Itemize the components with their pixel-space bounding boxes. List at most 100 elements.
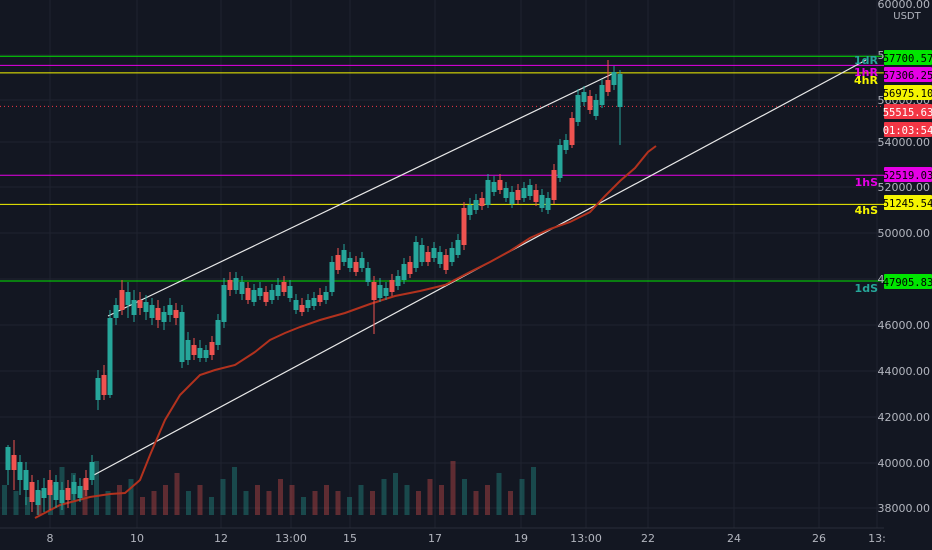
candle-body [605,80,611,92]
candle-body [137,300,143,308]
candle-body [29,482,35,502]
volume-bar [473,491,479,515]
candle-body [575,95,581,122]
candle-body [389,280,395,292]
candle-body [449,248,455,262]
candle-body [419,245,425,262]
candle-body [65,488,71,500]
volume-bar [289,485,295,515]
candle-body [47,480,53,495]
price-tag-text-1hS: 52519.03 [883,170,932,182]
candle-body [149,305,155,318]
candle-body [125,292,131,305]
candle-body [179,312,185,362]
volume-bar [186,491,191,515]
price-tag-text-1hR: 57306.25 [883,70,932,82]
countdown-text: 01:03:54 [883,125,932,137]
moving-average-line [34,145,657,519]
candle-body [131,300,137,315]
price-tag-text-1dR: 57700.57 [883,53,932,65]
candle-body [311,298,317,306]
x-tick-label: 26 [812,532,826,545]
x-tick-label: 19 [514,532,528,545]
candle-body [407,262,413,274]
volume-bar [163,485,168,515]
candle-body [461,208,467,245]
volume-bar [496,473,502,515]
volume-bar [128,479,134,515]
candle-body [341,250,347,262]
candle-body [269,290,275,300]
candle-body [35,490,41,505]
y-tick-label: 42000.00 [878,411,931,424]
volume-bar [324,485,329,515]
volume-bar [358,485,364,515]
countdown-tag [884,122,932,137]
volume-bar [255,485,260,515]
volume-bar [531,467,536,515]
candle-body [209,342,215,355]
candle-body [305,300,311,308]
candle-body [17,462,23,480]
candle-body [491,182,497,192]
candle-body [227,280,233,290]
level-lines [0,55,884,282]
candle-body [587,96,593,110]
candle-body [5,447,11,470]
price-tag-4hR [884,85,932,100]
candle-body [233,278,239,290]
candle-body [11,455,17,470]
candle-body [293,300,299,310]
volume-bar [117,485,122,515]
candle-body [425,252,431,262]
level-label-1hS: 1hS [855,176,878,189]
volume-bar [508,491,513,515]
price-tag-1hR [884,67,932,82]
volume-bar [427,479,433,515]
volume-bar [94,461,99,515]
candle-body [371,282,377,300]
candle-body [383,288,389,296]
x-tick-label: 12 [214,532,228,545]
time-axis[interactable]: 8 10 12 13:00 15 17 19 13:00 22 24 26 13: [0,527,886,545]
candle-body [473,200,479,210]
x-tick-label: 17 [428,532,442,545]
candle-body [557,145,563,178]
candle-body [533,190,539,202]
candle-body [215,320,221,345]
level-label-1hR: 1hR [854,66,878,79]
candle-body [401,264,407,280]
candle-body [431,248,437,258]
candle-body [467,205,473,215]
volume-bar [485,485,490,515]
candle-body [101,375,107,395]
volume-bar [278,479,283,515]
price-tag-text-4hS: 51245.54 [883,198,932,210]
candle-body [353,262,359,272]
candle-body [263,292,269,302]
volume-bars [2,461,536,515]
level-label-1dR: 1dR [854,54,879,67]
candle-body [497,180,503,190]
candle-body [515,190,521,200]
candle-body [89,462,95,480]
current-price-tag [884,104,932,119]
volume-bar [2,485,7,515]
candle-body [611,72,617,85]
candles [5,60,623,515]
volume-bar [266,491,272,515]
candle-body [299,305,305,312]
x-tick-label: 24 [727,532,741,545]
candle-body [593,100,599,116]
grid [0,0,884,528]
x-tick-label: 8 [47,532,54,545]
candle-body [617,74,623,107]
candle-body [53,482,59,500]
volume-bar [519,479,525,515]
volume-bar [301,497,306,515]
volume-bar [151,491,157,515]
candle-body [509,192,515,204]
y-tick-label: 38000.00 [878,502,931,515]
level-label-4hR: 4hR [854,74,878,87]
